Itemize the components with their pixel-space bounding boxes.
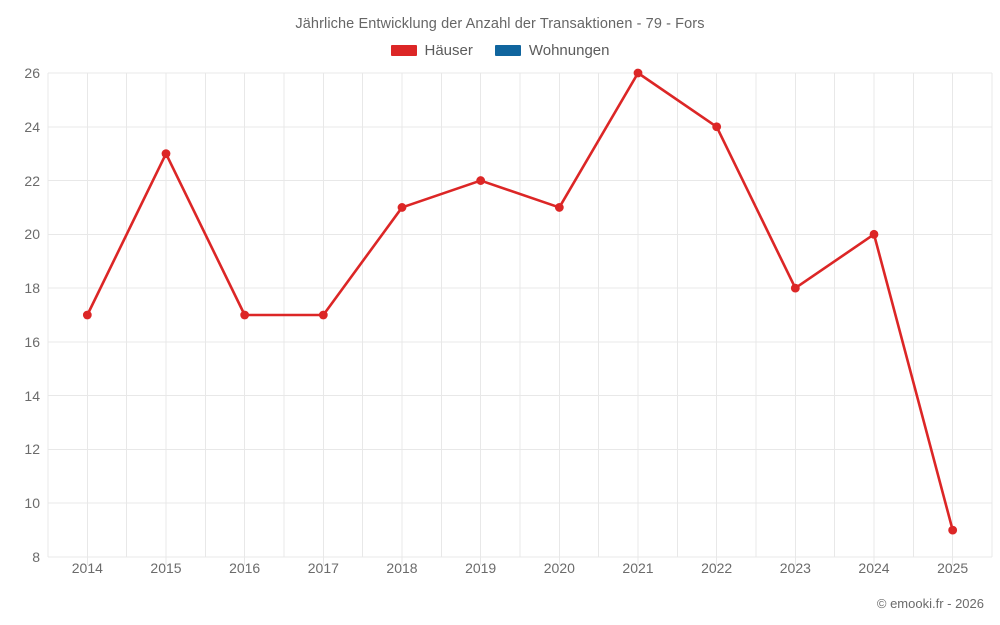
x-axis-tick-label: 2018 (386, 560, 418, 576)
data-point-marker[interactable] (948, 525, 958, 535)
data-point-marker[interactable] (161, 149, 171, 159)
y-axis-tick-label: 12 (24, 441, 40, 458)
x-axis-tick-label: 2014 (71, 560, 103, 576)
data-point-marker[interactable] (712, 122, 722, 132)
y-axis-tick-label: 18 (24, 280, 40, 297)
x-axis-tick-label: 2024 (858, 560, 890, 576)
legend-item-label: Häuser (424, 42, 473, 59)
x-axis-tick-label: 2017 (307, 560, 339, 576)
data-point-marker[interactable] (397, 203, 407, 212)
data-point-marker[interactable] (476, 176, 486, 185)
chart-footer-credit: © emooki.fr - 2026 (876, 596, 984, 611)
x-axis-tick-label: 2016 (229, 560, 261, 576)
y-axis: 8 10 12 14 16 18 20 22 24 26 (0, 65, 40, 565)
y-axis-tick-label: 16 (24, 333, 40, 350)
legend-item-wohnungen[interactable]: Wohnungen (494, 42, 610, 59)
plot-area (47, 68, 993, 565)
legend-item-hauser[interactable]: Häuser (390, 42, 473, 59)
x-axis-tick-label: 2015 (150, 560, 182, 576)
series-layer (82, 68, 958, 535)
data-point-marker[interactable] (318, 310, 328, 320)
data-point-marker[interactable] (554, 203, 564, 212)
x-axis-tick-label: 2023 (779, 560, 811, 576)
data-point-marker[interactable] (82, 310, 92, 320)
x-axis-tick-label: 2022 (701, 560, 733, 576)
data-point-marker[interactable] (240, 310, 250, 320)
legend-item-label: Wohnungen (528, 42, 610, 59)
plot-svg (47, 68, 993, 565)
y-axis-tick-label: 24 (24, 118, 40, 135)
grid-layer (47, 72, 993, 565)
y-axis-tick-label: 22 (24, 172, 40, 189)
x-axis-tick-label: 2021 (622, 560, 654, 576)
data-point-marker[interactable] (790, 283, 800, 293)
y-axis-tick-label: 20 (24, 226, 40, 243)
chart-title: Jährliche Entwicklung der Anzahl der Tra… (295, 16, 705, 32)
x-axis-tick-label: 2019 (465, 560, 497, 576)
x-axis: 2014 2015 2016 2017 2018 2019 2020 2021 2022 2023… (48, 560, 992, 586)
x-axis-tick-label: 2020 (543, 560, 575, 576)
y-axis-tick-label: 8 (32, 549, 40, 565)
y-axis-tick-label: 14 (24, 387, 40, 404)
data-point-marker[interactable] (633, 68, 643, 78)
series-line-0 (86, 71, 954, 532)
line-swatch-icon (390, 45, 417, 56)
chart-legend: Häuser Wohnungen (0, 42, 1000, 59)
line-swatch-icon (494, 45, 521, 56)
data-point-marker[interactable] (869, 229, 879, 239)
y-axis-tick-label: 10 (24, 495, 40, 512)
x-axis-tick-label: 2025 (937, 560, 969, 576)
y-axis-tick-label: 26 (24, 65, 40, 81)
